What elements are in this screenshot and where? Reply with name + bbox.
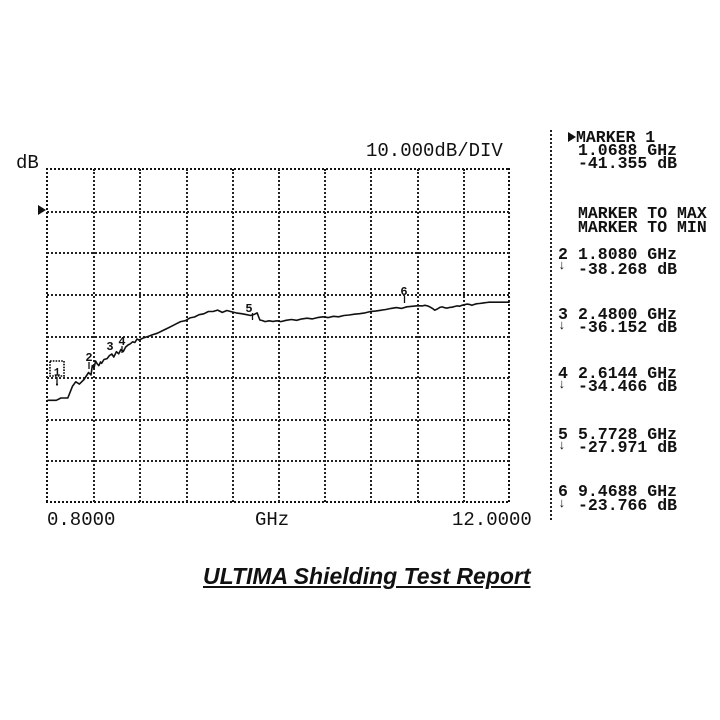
- svg-text:5: 5: [245, 302, 252, 316]
- svg-text:3: 3: [106, 340, 113, 354]
